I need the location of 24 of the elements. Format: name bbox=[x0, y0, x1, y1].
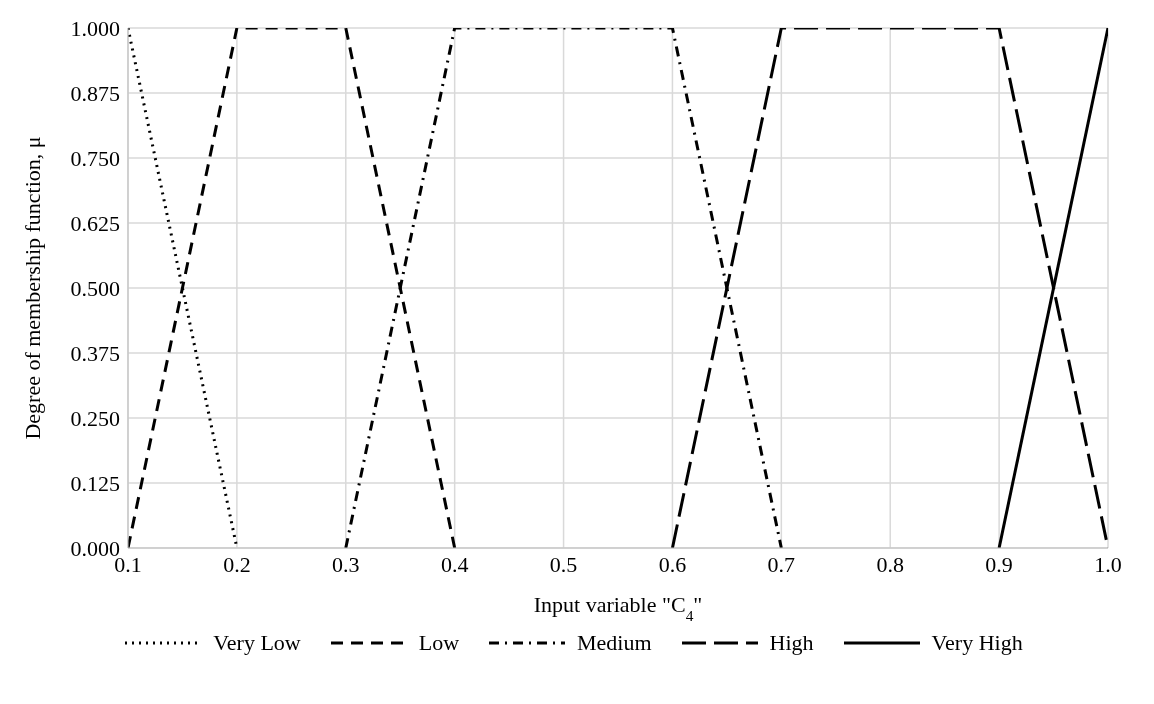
y-tick-label: 0.875 bbox=[70, 80, 120, 106]
x-tick-label: 0.5 bbox=[549, 551, 578, 577]
x-tick-label: 0.3 bbox=[332, 551, 360, 577]
y-tick-label: 1.000 bbox=[70, 15, 120, 41]
x-tick-label: 0.9 bbox=[985, 551, 1013, 577]
y-tick-label: 0.750 bbox=[70, 145, 120, 171]
x-tick-label: 0.6 bbox=[658, 551, 687, 577]
legend-label: High bbox=[769, 630, 814, 656]
x-tick-label: 0.2 bbox=[223, 551, 251, 577]
x-tick-label: 1.0 bbox=[1094, 551, 1122, 577]
y-tick-label: 0.500 bbox=[70, 275, 120, 301]
x-tick-label: 0.8 bbox=[876, 551, 904, 577]
y-tick-label: 0.125 bbox=[70, 470, 120, 496]
y-axis-title: Degree of membership function, μ bbox=[19, 136, 45, 440]
x-tick-label: 0.4 bbox=[440, 551, 469, 577]
y-tick-label: 0.625 bbox=[70, 210, 120, 236]
legend-label: Low bbox=[418, 630, 460, 656]
y-tick-label: 0.250 bbox=[70, 405, 120, 431]
legend-label: Very High bbox=[931, 630, 1023, 656]
legend-label: Medium bbox=[577, 630, 652, 656]
legend-label: Very Low bbox=[213, 630, 301, 656]
x-axis-title: Input variable "C$_{4}$" bbox=[533, 592, 703, 624]
x-tick-label: 0.7 bbox=[767, 551, 796, 577]
y-tick-label: 0.375 bbox=[70, 340, 120, 366]
